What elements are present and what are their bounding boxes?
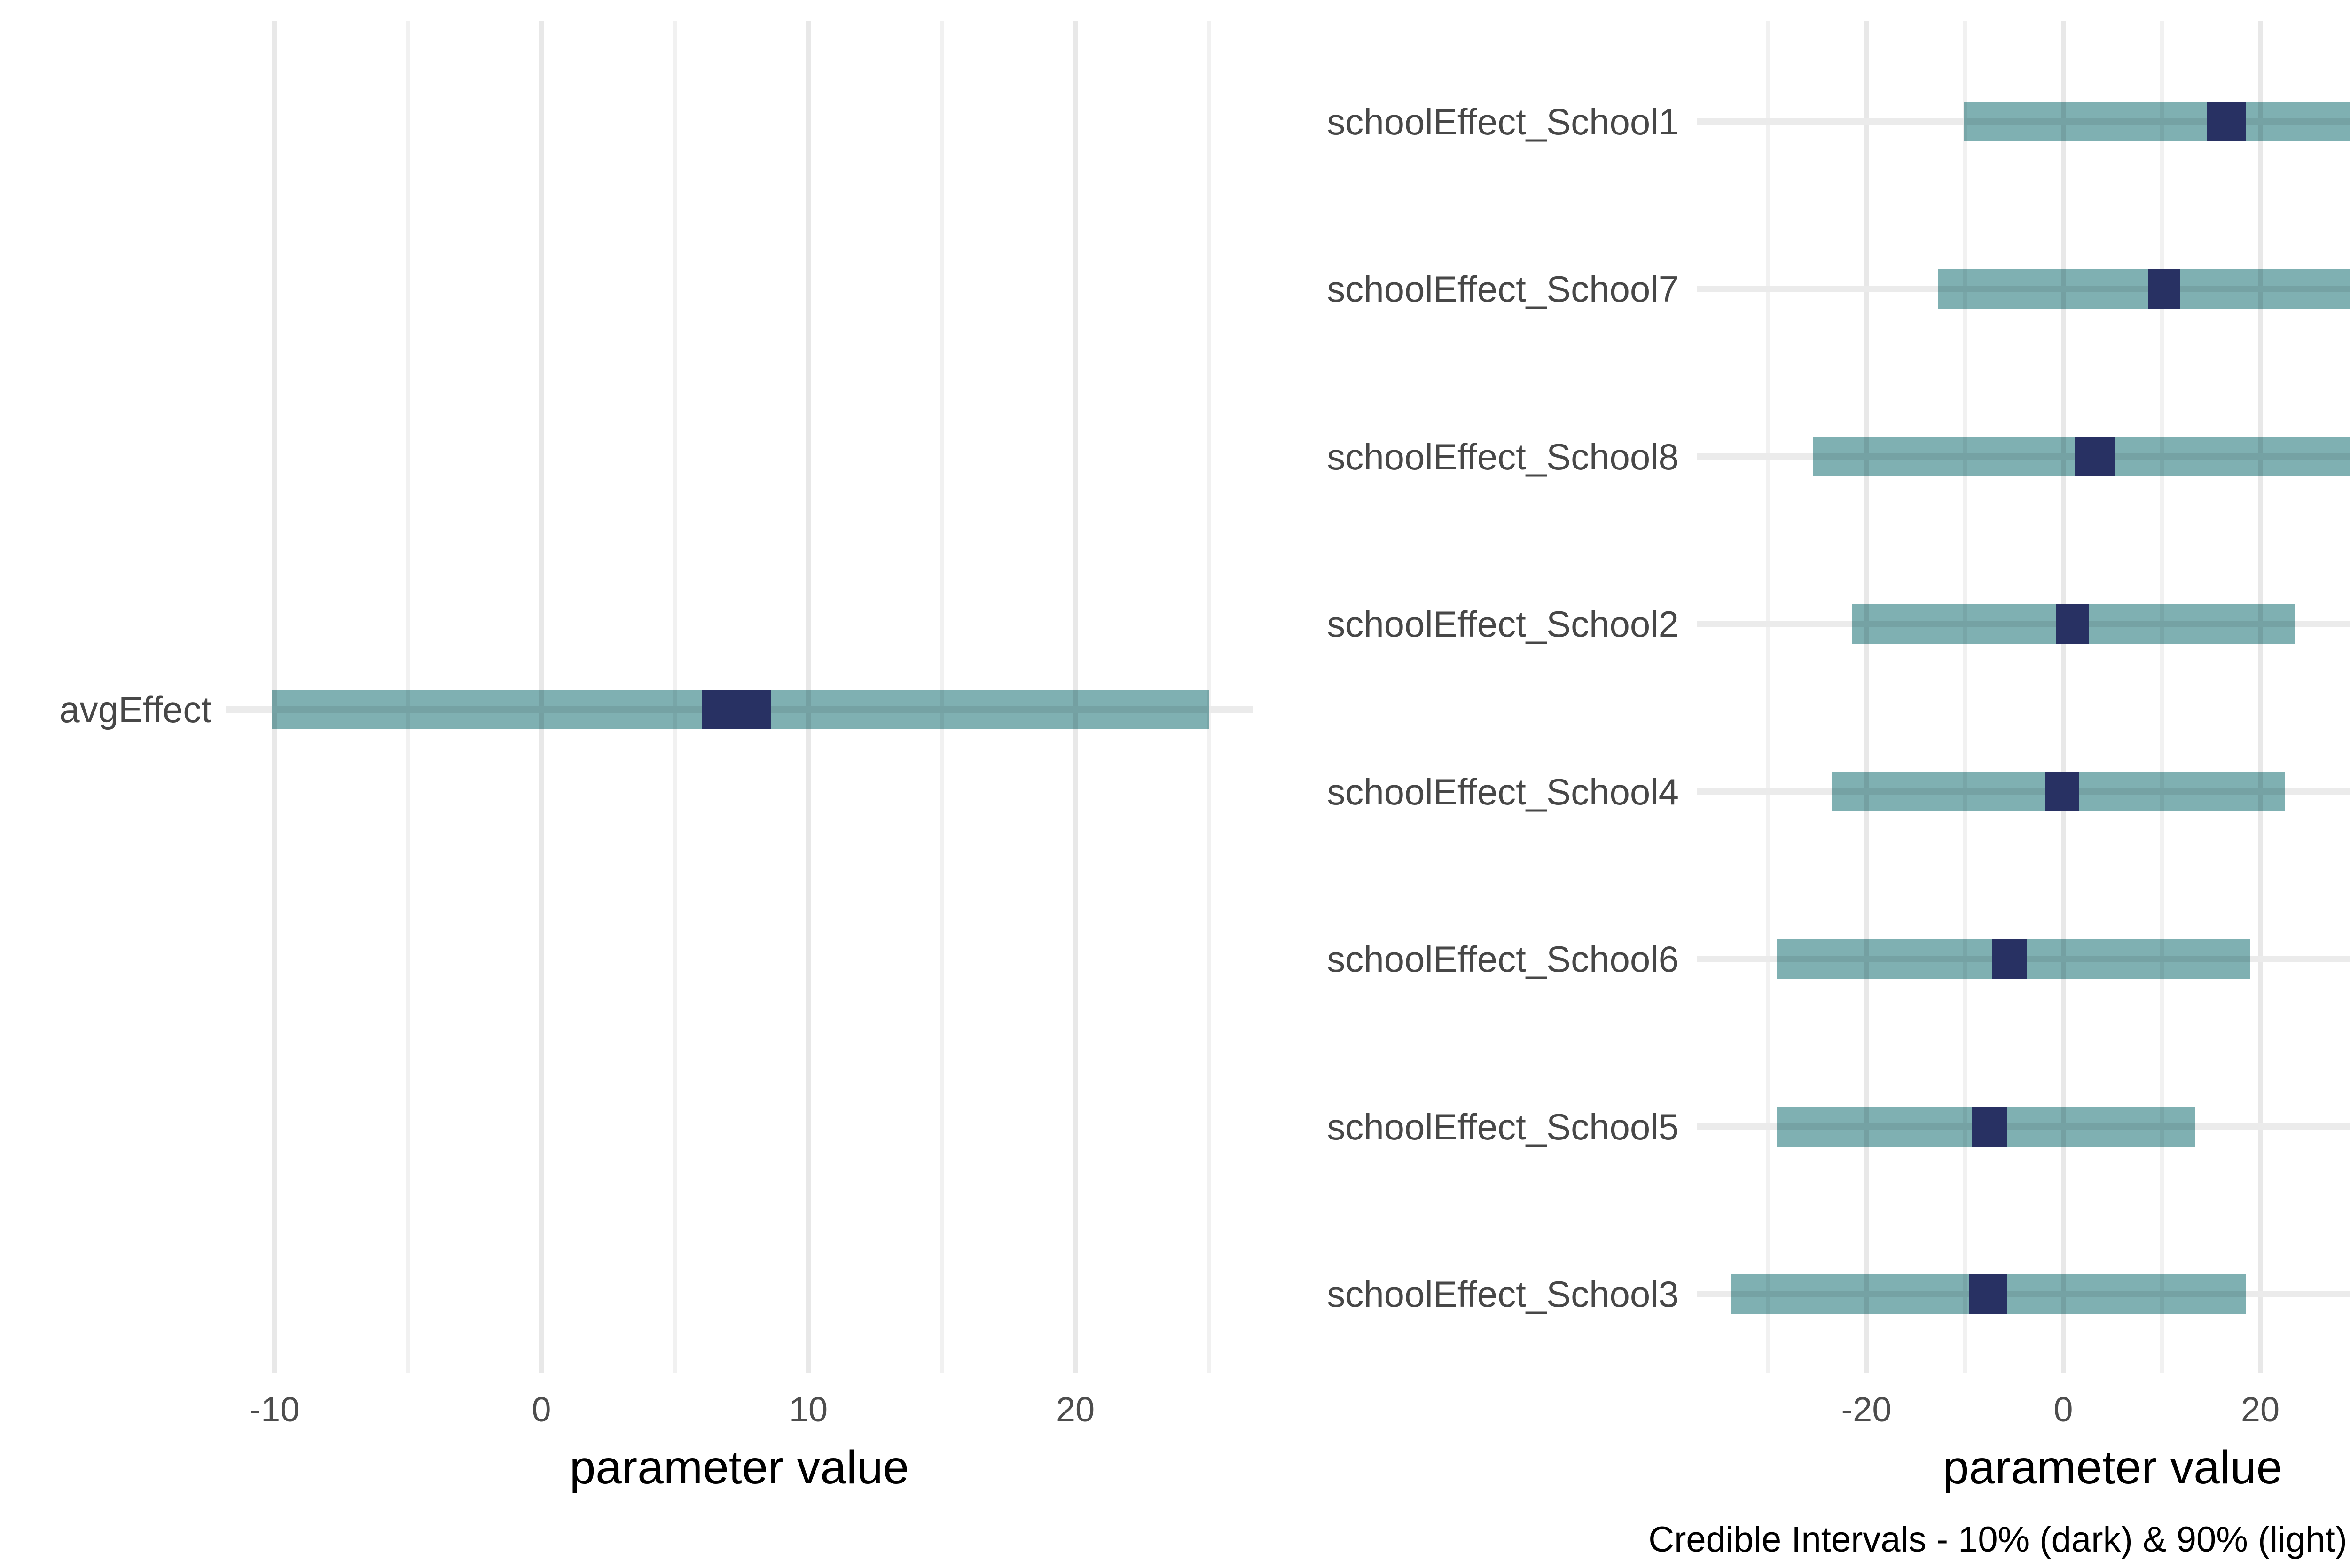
x-tick-label: 0 (532, 1390, 551, 1429)
x-tick-label: 20 (2240, 1390, 2280, 1429)
interval-10-bar (1992, 939, 2027, 979)
category-label: schoolEffect_School5 (1327, 1106, 1679, 1147)
x-tick-label: 10 (789, 1390, 828, 1429)
interval-90-bar (1964, 102, 2350, 141)
gridline-minor (1766, 21, 1770, 1373)
category-label: schoolEffect_School8 (1327, 436, 1679, 477)
x-tick-label: 20 (1056, 1390, 1095, 1429)
category-label: avgEffect (59, 689, 212, 730)
gridline-minor (1207, 21, 1211, 1373)
gridline-minor (2160, 21, 2164, 1373)
gridline-minor (1963, 21, 1967, 1373)
category-label: schoolEffect_School1 (1327, 101, 1679, 142)
interval-10-bar (1972, 1107, 2007, 1147)
category-label: schoolEffect_School3 (1327, 1273, 1679, 1315)
gridline-major (1864, 21, 1869, 1373)
interval-10-bar (2045, 772, 2079, 811)
category-label: schoolEffect_School2 (1327, 603, 1679, 645)
gridline-major (2061, 21, 2066, 1373)
category-label: schoolEffect_School4 (1327, 771, 1679, 812)
category-label: schoolEffect_School7 (1327, 268, 1679, 310)
interval-10-bar (2056, 604, 2089, 644)
x-axis-title-left: parameter value (569, 1441, 909, 1494)
figure-caption: Credible Intervals - 10% (dark) & 90% (l… (1648, 1520, 2347, 1560)
gridline-major (2258, 21, 2263, 1373)
interval-10-bar (1968, 1274, 2007, 1314)
x-axis-title-right: parameter value (1943, 1441, 2283, 1494)
interval-10-bar (2148, 269, 2181, 309)
interval-10-bar (2207, 102, 2246, 141)
x-tick-label: -20 (1841, 1390, 1892, 1429)
interval-90-bar (1938, 269, 2350, 309)
interval-10-bar (701, 690, 771, 729)
x-tick-label: -10 (249, 1390, 300, 1429)
x-tick-label: 0 (2053, 1390, 2073, 1429)
category-label: schoolEffect_School6 (1327, 938, 1679, 980)
interval-10-bar (2075, 437, 2116, 476)
